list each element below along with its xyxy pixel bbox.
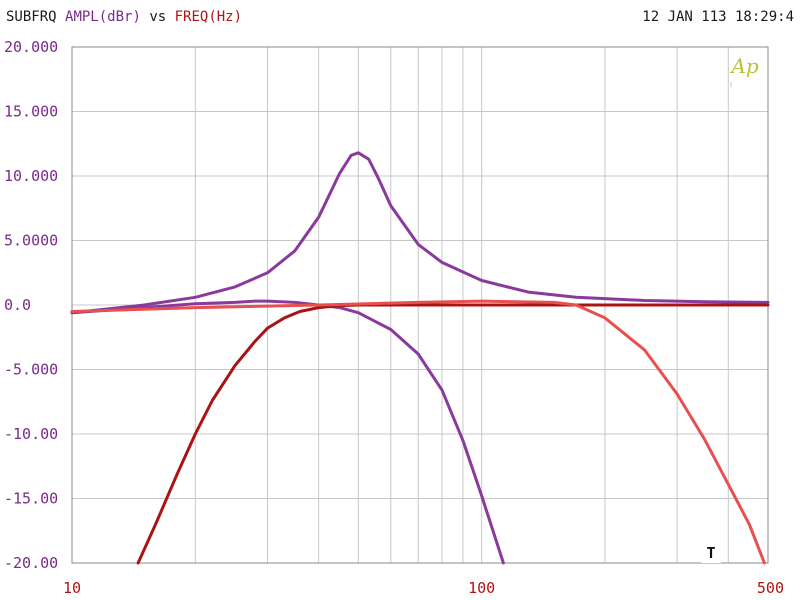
header-prefix: SUBFRQ <box>6 9 57 25</box>
ap-logo: Ap <box>729 54 758 78</box>
x-tick-label: 100 <box>468 579 495 597</box>
y-tick-label: 15.000 <box>4 103 58 121</box>
header-y-quantity: AMPL(dBr) <box>65 9 141 25</box>
x-tick-labels: 10 100 500 <box>63 579 784 597</box>
header-timestamp: 12 JAN 113 18:29:4 <box>642 9 794 25</box>
series-line-1 <box>70 151 770 315</box>
y-tick-label: 20.000 <box>4 38 58 56</box>
x-tick-label: 10 <box>63 579 81 597</box>
series-line-2 <box>70 299 505 565</box>
y-tick-labels: 20.000 15.000 10.000 5.0000 0.0 -5.000 -10.00 -… <box>4 38 58 572</box>
series-line-3 <box>136 303 770 565</box>
t-marker: T <box>701 543 721 563</box>
series-line-4 <box>70 299 766 565</box>
y-tick-label: -20.00 <box>4 554 58 572</box>
y-tick-label: 10.000 <box>4 167 58 185</box>
y-tick-label: 5.0000 <box>4 232 58 250</box>
header-vs: vs <box>149 9 167 25</box>
chart-header-left: SUBFRQ AMPL(dBr) vs FREQ(Hz) <box>6 9 242 25</box>
y-tick-label: -15.00 <box>4 490 58 508</box>
header-x-quantity: FREQ(Hz) <box>174 9 243 25</box>
t-marker-label: T <box>706 544 715 562</box>
x-tick-label: 500 <box>757 579 784 597</box>
y-tick-label: 0.0 <box>4 296 31 314</box>
series-group <box>70 151 770 565</box>
y-tick-label: -5.000 <box>4 361 58 379</box>
y-tick-label: -10.00 <box>4 425 58 443</box>
t-marker-bg <box>701 543 721 563</box>
